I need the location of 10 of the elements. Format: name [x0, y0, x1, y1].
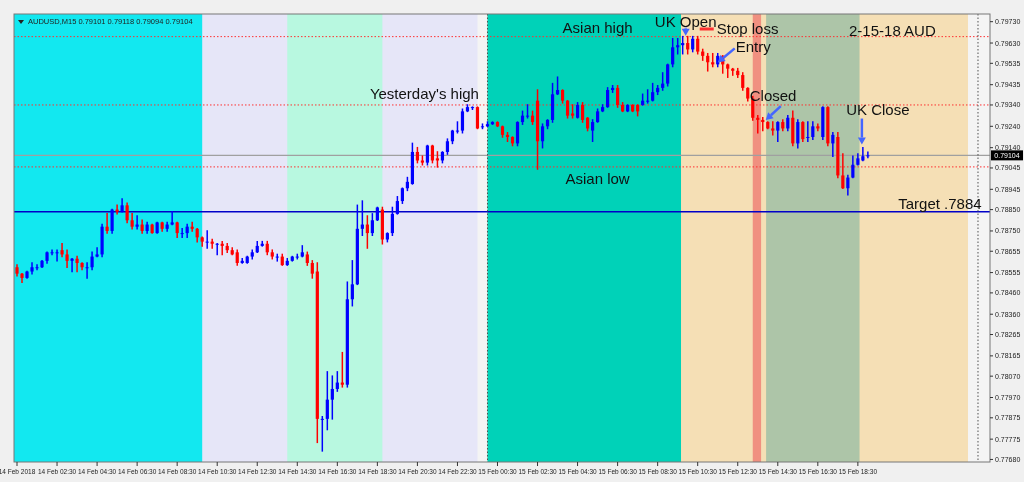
candlestick	[40, 260, 44, 268]
annotation: Asian high	[562, 18, 633, 36]
annotation: Target .7884	[898, 194, 982, 212]
annotation: Yesterday's high	[369, 84, 479, 102]
annotation: Stop loss	[716, 20, 779, 37]
annotation: Asian low	[565, 169, 630, 187]
annotation: UK Close	[846, 100, 910, 118]
annotation: Entry	[735, 38, 772, 56]
annotation: Closed	[749, 87, 797, 105]
annotation: 2-15-18 AUD	[849, 22, 936, 39]
